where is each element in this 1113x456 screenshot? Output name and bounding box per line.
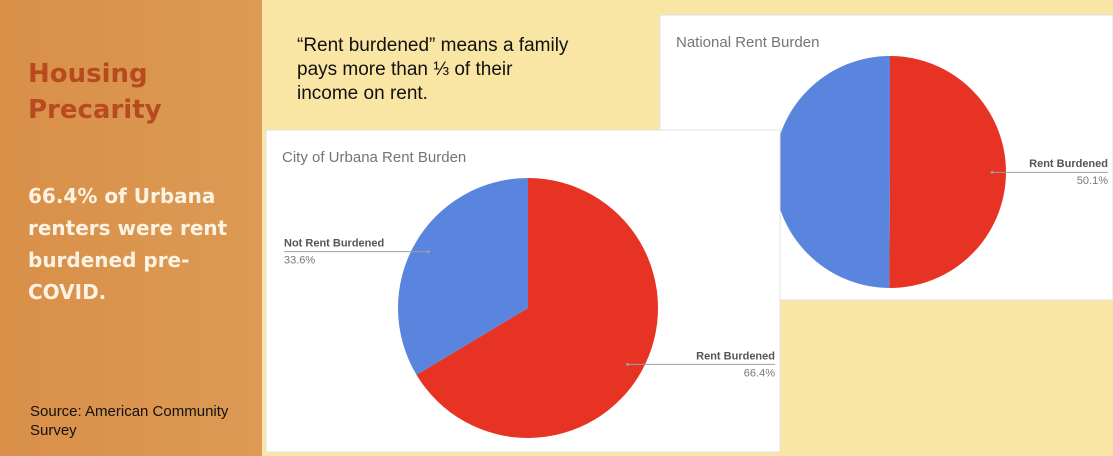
note: “Rent burdened” means a family pays more… [297, 35, 569, 104]
chart-title: City of Urbana Rent Burden [282, 149, 466, 166]
leader-dot [626, 362, 630, 366]
pie-slice [773, 56, 890, 288]
slice-value: 66.4% [744, 367, 775, 379]
leader-dot [990, 170, 994, 174]
sidebar-title: Housing Precarity [28, 59, 162, 125]
slice-label: Rent Burdened [1029, 158, 1108, 170]
chart-title: National Rent Burden [676, 34, 819, 51]
pie-slice [416, 178, 659, 439]
pie-slice [889, 56, 1006, 288]
slice-value: 33.6% [284, 255, 315, 267]
pie-slice [398, 178, 528, 375]
slice-value: 50.1% [1077, 175, 1108, 187]
source: Source: American Community Survey [30, 403, 229, 439]
leader-dot [426, 250, 430, 254]
slice-label: Not Rent Burdened [284, 238, 384, 250]
slice-label: Rent Burdened [696, 350, 775, 362]
sidebar-statement: 66.4% of Urbana renters were rent burden… [28, 184, 228, 304]
sidebar: Housing Precarity 66.4% of Urbana renter… [0, 0, 262, 456]
